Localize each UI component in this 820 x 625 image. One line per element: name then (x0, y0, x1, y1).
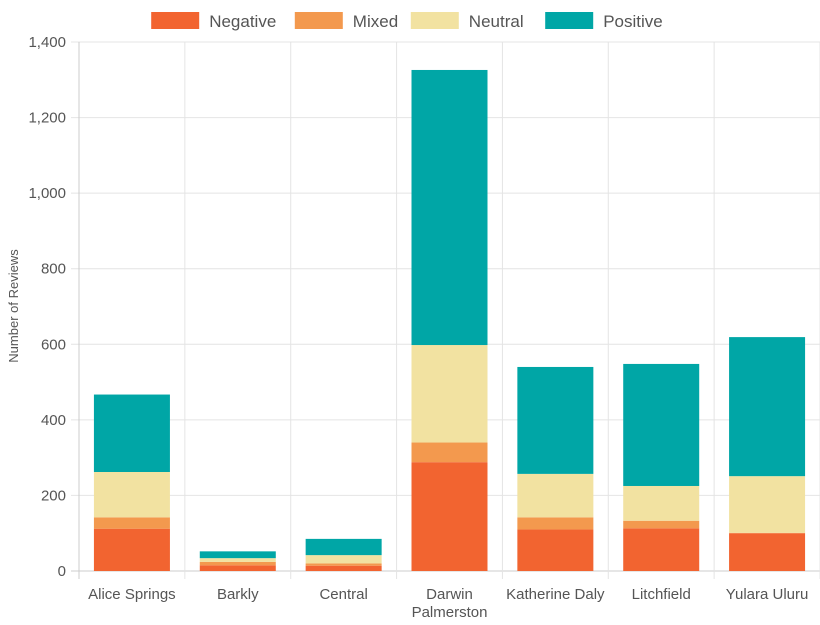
legend-label-neutral[interactable]: Neutral (469, 12, 524, 31)
bar-segment-mixed[interactable] (411, 442, 488, 463)
bar-segment-mixed[interactable] (305, 563, 382, 566)
legend-swatch-positive[interactable] (545, 12, 594, 29)
bar-segment-positive[interactable] (93, 394, 170, 473)
bar-segment-negative[interactable] (93, 528, 170, 571)
x-tick-label: Palmerston (412, 604, 488, 621)
bar-segment-negative[interactable] (411, 462, 488, 571)
legend: Negative Mixed Neutral Positive (151, 12, 663, 31)
bar-segment-neutral[interactable] (729, 476, 806, 533)
legend-swatch-neutral[interactable] (410, 12, 459, 29)
bar-segment-positive[interactable] (305, 538, 382, 556)
bar-segment-neutral[interactable] (199, 558, 276, 562)
bar-segment-negative[interactable] (623, 528, 700, 571)
y-tick-label: 1,400 (28, 34, 66, 51)
bar-segment-neutral[interactable] (517, 473, 594, 518)
bar-segment-negative[interactable] (517, 529, 594, 571)
bar-segment-negative[interactable] (199, 565, 276, 571)
y-tick-label: 600 (41, 336, 66, 353)
bar-segment-negative[interactable] (305, 565, 382, 571)
bar-segment-positive[interactable] (729, 337, 806, 477)
bar-segment-neutral[interactable] (411, 345, 488, 443)
y-tick-label: 200 (41, 487, 66, 504)
bar-segment-mixed[interactable] (517, 517, 594, 530)
bar-segment-mixed[interactable] (623, 520, 700, 529)
x-tick-label: Darwin (426, 586, 473, 603)
x-tick-label: Litchfield (632, 586, 691, 603)
legend-label-positive[interactable]: Positive (603, 12, 663, 31)
x-tick-label: Katherine Daly (506, 586, 605, 603)
bar-segment-mixed[interactable] (199, 561, 276, 566)
axes: 0 200 400 600 800 1,000 1,200 1,400 Alice Spring… (28, 34, 808, 621)
y-tick-label: 0 (58, 563, 66, 580)
bar-segment-positive[interactable] (623, 363, 700, 486)
x-tick-label: Yulara Uluru (726, 586, 809, 603)
y-tick-label: 1,000 (28, 185, 66, 202)
bar-segment-neutral[interactable] (305, 555, 382, 564)
legend-swatch-mixed[interactable] (294, 12, 343, 29)
x-tick-label: Alice Springs (88, 586, 176, 603)
legend-label-negative[interactable]: Negative (209, 12, 276, 31)
bar-segment-positive[interactable] (411, 69, 488, 346)
y-tick-label: 400 (41, 412, 66, 429)
bar-segment-negative[interactable] (729, 533, 806, 571)
bars (93, 69, 806, 571)
bar-segment-positive[interactable] (517, 366, 594, 474)
y-axis-title: Number of Reviews (6, 249, 21, 363)
bar-segment-neutral[interactable] (623, 485, 700, 521)
legend-label-mixed[interactable]: Mixed (353, 12, 398, 31)
x-tick-label: Barkly (217, 586, 259, 603)
y-tick-label: 1,200 (28, 110, 66, 127)
x-tick-label: Central (319, 586, 367, 603)
bar-segment-neutral[interactable] (93, 472, 170, 518)
legend-swatch-negative[interactable] (151, 12, 200, 29)
bar-segment-positive[interactable] (199, 551, 276, 559)
y-tick-label: 800 (41, 261, 66, 278)
bar-segment-mixed[interactable] (93, 517, 170, 529)
